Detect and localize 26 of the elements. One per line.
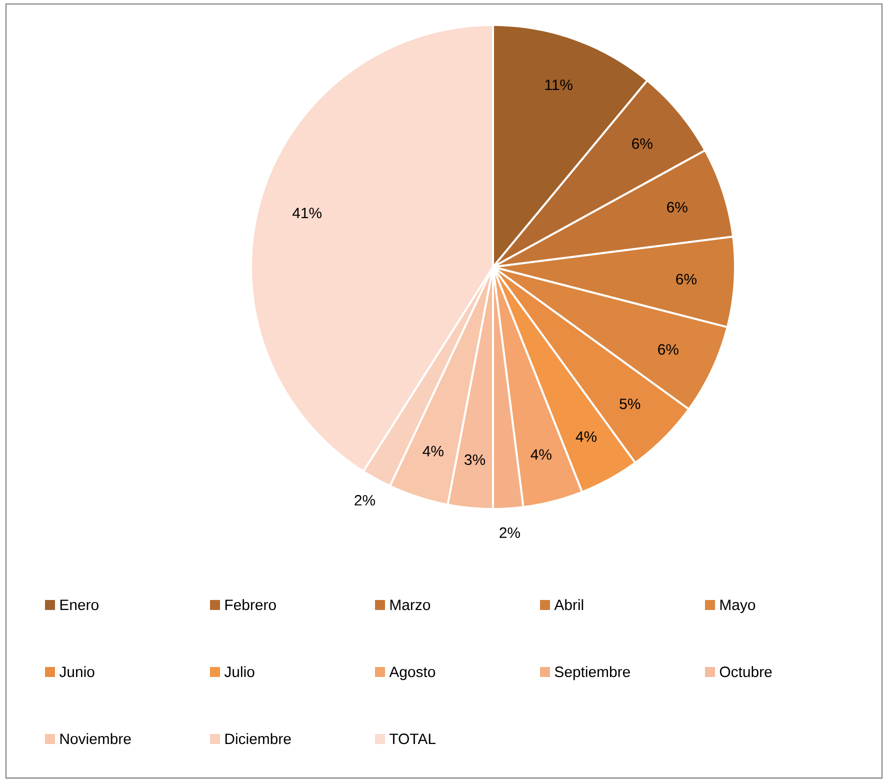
legend-label: Mayo [720, 600, 756, 614]
data-label: 41% [292, 208, 322, 218]
legend-label: Julio [224, 666, 254, 678]
data-label: 6% [676, 274, 696, 284]
legend-label: Agosto [389, 666, 436, 680]
data-label: 4% [530, 449, 552, 460]
data-label: 6% [632, 138, 652, 149]
legend-label: Enero [60, 600, 98, 610]
legend-label: Junio [59, 666, 94, 678]
data-label: 2% [500, 527, 520, 538]
legend-label: TOTAL [390, 734, 436, 744]
legend-label: Octubre [720, 666, 772, 678]
legend-label: Septiembre [554, 666, 630, 680]
data-label: 11% [545, 80, 572, 90]
data-label: 2% [354, 494, 376, 506]
data-label: 4% [576, 431, 597, 442]
legend-label: Abril [554, 599, 584, 610]
data-label: 6% [667, 202, 688, 212]
legend-label: Febrero [225, 599, 276, 610]
legend-label: Noviembre [60, 733, 131, 744]
data-label: 3% [464, 454, 486, 466]
legend-label: Diciembre [225, 733, 291, 744]
data-label: 4% [422, 446, 444, 456]
data-label: 5% [620, 398, 640, 410]
legend-label: Marzo [390, 600, 430, 610]
data-label: 6% [658, 344, 678, 355]
